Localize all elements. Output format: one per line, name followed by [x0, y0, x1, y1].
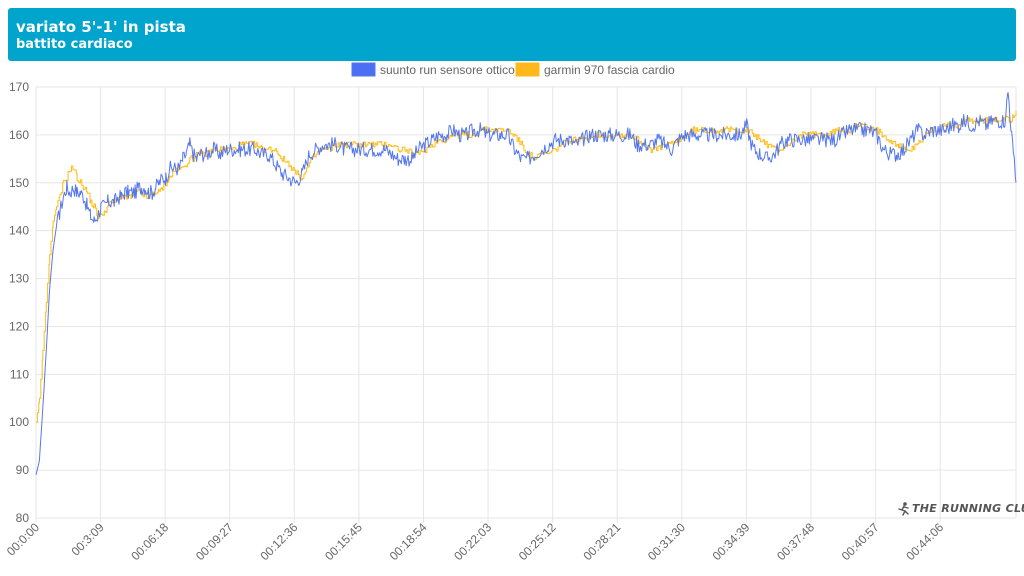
x-tick-label: 00:06:18 [128, 520, 171, 563]
legend-label-suunto: suunto run sensore ottico [380, 63, 515, 77]
legend-swatch-suunto [351, 62, 376, 77]
y-tick-label: 160 [9, 128, 29, 142]
series-line-suunto [35, 92, 1017, 476]
x-tick-label: 00:12:36 [258, 520, 301, 563]
x-tick-label: 00:15:45 [322, 520, 365, 563]
y-tick-label: 80 [16, 511, 30, 525]
x-tick-label: 00:34:39 [710, 520, 753, 563]
y-tick-label: 140 [9, 224, 29, 238]
x-tick-label: 00:09:27 [193, 520, 236, 563]
x-tick-label: 00:31:30 [645, 520, 688, 563]
running-club-watermark: THE RUNNING CLUB [898, 502, 1024, 516]
x-tick-label: 00:44:06 [903, 520, 946, 563]
runner-logo-icon [898, 502, 909, 516]
x-tick-label: 00:37:48 [774, 520, 817, 563]
x-tick-label: 00:40:57 [839, 520, 882, 563]
legend-label-garmin: garmin 970 fascia cardio [544, 63, 675, 77]
chart-header: variato 5'-1' in pista battito cardiaco [8, 8, 1016, 61]
legend: suunto run sensore ottico garmin 970 fasc… [351, 62, 675, 77]
grid [35, 86, 1017, 523]
x-tick-label: 00:3:09 [68, 520, 106, 558]
series-lines [35, 92, 1017, 476]
watermark-label: THE RUNNING CLUB [912, 502, 1024, 515]
x-tick-label: 00:18:54 [387, 520, 430, 563]
y-axis: 80 90 100 110 120 130 140 150 160 170 [9, 80, 29, 525]
y-tick-label: 110 [10, 367, 29, 381]
x-tick-label: 00:25:12 [516, 520, 559, 563]
x-tick-label: 00:22:03 [451, 520, 494, 563]
x-tick-label: 00:0:00 [4, 520, 42, 558]
chart-subtitle: battito cardiaco [16, 37, 133, 52]
y-tick-label: 150 [9, 176, 29, 190]
y-tick-label: 130 [9, 272, 29, 286]
y-tick-label: 120 [9, 319, 29, 333]
legend-swatch-garmin [515, 62, 540, 77]
y-tick-label: 170 [9, 80, 29, 94]
chart-title: variato 5'-1' in pista [16, 18, 186, 36]
y-tick-label: 90 [16, 463, 30, 477]
x-axis: 00:0:00 00:3:09 00:06:18 00:09:27 00:12:36 00… [4, 520, 947, 563]
x-tick-label: 00:28:21 [580, 520, 623, 563]
y-tick-label: 100 [9, 415, 29, 429]
